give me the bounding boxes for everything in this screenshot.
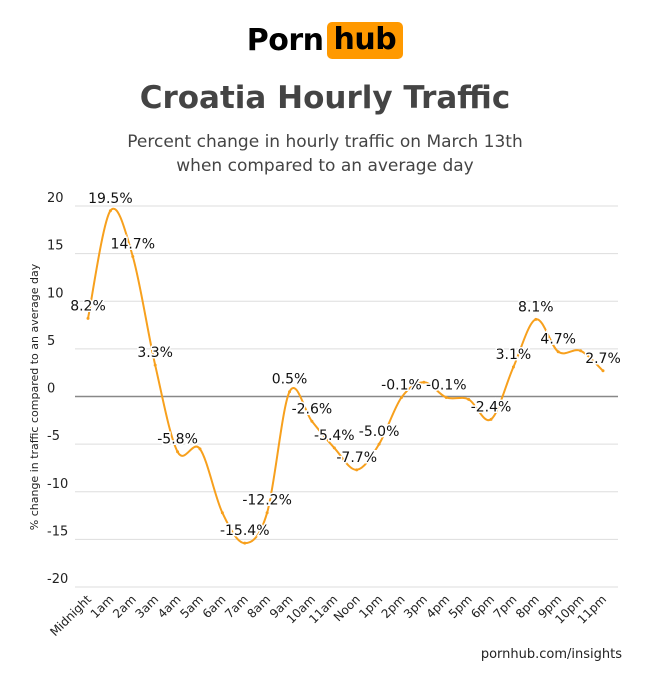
data-point bbox=[265, 511, 269, 515]
data-point bbox=[243, 541, 247, 545]
chart-title: Croatia Hourly Traffic bbox=[139, 80, 511, 116]
data-point bbox=[153, 363, 157, 367]
logo-text-porn: Porn bbox=[246, 23, 324, 58]
subtitle-line-1: Percent change in hourly traffic on Marc… bbox=[127, 132, 523, 152]
data-label: -5.8% bbox=[157, 432, 198, 448]
data-label: 3.1% bbox=[496, 347, 532, 363]
data-label: 14.7% bbox=[111, 236, 155, 252]
data-label: -15.4% bbox=[220, 523, 270, 539]
data-point bbox=[511, 365, 515, 369]
data-label: -2.4% bbox=[471, 399, 512, 415]
data-point bbox=[579, 349, 583, 353]
data-label: -2.6% bbox=[292, 401, 333, 417]
data-label: -0.1% bbox=[381, 377, 422, 393]
y-axis-label: % change in traffic compared to an avera… bbox=[28, 263, 41, 530]
logo-text-hub: hub bbox=[326, 22, 404, 59]
data-label: 8.1% bbox=[518, 299, 554, 315]
data-label: 8.2% bbox=[70, 298, 106, 314]
x-tick-label: 2am bbox=[110, 592, 139, 621]
data-point bbox=[355, 468, 359, 472]
data-point bbox=[399, 395, 403, 399]
data-label: -12.2% bbox=[242, 493, 292, 509]
x-tick-label: 6pm bbox=[468, 592, 497, 621]
x-tick-label: 5pm bbox=[446, 592, 475, 621]
data-label: 3.3% bbox=[137, 345, 173, 361]
data-point bbox=[198, 447, 202, 451]
x-tick-label: 4am bbox=[155, 592, 184, 621]
data-point bbox=[220, 511, 224, 515]
data-label: 4.7% bbox=[540, 332, 576, 348]
data-point bbox=[131, 254, 135, 258]
data-point bbox=[86, 316, 90, 320]
data-label: 0.5% bbox=[272, 372, 308, 388]
y-tick-label: 20 bbox=[47, 191, 64, 206]
data-label: -0.1% bbox=[426, 377, 467, 393]
chart-subtitle: Percent change in hourly traffic on Marc… bbox=[0, 130, 650, 178]
data-label: 2.7% bbox=[585, 351, 621, 367]
data-point bbox=[556, 350, 560, 354]
data-point bbox=[288, 390, 292, 394]
series-line bbox=[87, 207, 604, 545]
data-point bbox=[534, 317, 538, 321]
x-tick-label: 8am bbox=[244, 592, 273, 621]
x-tick-label: 7pm bbox=[491, 592, 520, 621]
data-label: -5.0% bbox=[359, 424, 400, 440]
x-tick-label: 2pm bbox=[379, 592, 408, 621]
data-point bbox=[601, 369, 605, 373]
subtitle-line-2: when compared to an average day bbox=[176, 156, 474, 176]
data-point bbox=[310, 419, 314, 423]
y-tick-label: 0 bbox=[47, 382, 55, 397]
data-point bbox=[422, 380, 426, 384]
data-point bbox=[467, 397, 471, 401]
y-tick-label: -20 bbox=[47, 572, 68, 587]
pornhub-logo: Porn hub bbox=[0, 22, 650, 59]
data-point bbox=[176, 450, 180, 454]
x-tick-label: 7am bbox=[222, 592, 251, 621]
data-label: -5.4% bbox=[314, 428, 355, 444]
x-tick-label: 8pm bbox=[513, 592, 542, 621]
x-tick-label: Midnight bbox=[47, 592, 94, 639]
data-point bbox=[332, 446, 336, 450]
data-point bbox=[489, 417, 493, 421]
x-tick-label: 6am bbox=[200, 592, 229, 621]
y-tick-label: -10 bbox=[47, 477, 68, 492]
x-tick-label: 3am bbox=[133, 592, 162, 621]
y-tick-label: 5 bbox=[47, 334, 55, 349]
x-tick-label: 4pm bbox=[423, 592, 452, 621]
x-tick-label: 5am bbox=[177, 592, 206, 621]
data-point bbox=[444, 395, 448, 399]
y-tick-label: -15 bbox=[47, 524, 68, 539]
y-tick-label: 15 bbox=[47, 239, 64, 254]
x-tick-label: 3pm bbox=[401, 592, 430, 621]
data-label: -7.7% bbox=[336, 450, 377, 466]
x-tick-label: 1pm bbox=[356, 592, 385, 621]
data-label: 19.5% bbox=[88, 191, 132, 207]
y-tick-label: -5 bbox=[47, 429, 60, 444]
data-point bbox=[377, 442, 381, 446]
x-tick-label: 1am bbox=[88, 592, 117, 621]
data-point bbox=[108, 209, 112, 213]
y-tick-label: 10 bbox=[47, 286, 64, 301]
source-footer: pornhub.com/insights bbox=[480, 647, 622, 662]
